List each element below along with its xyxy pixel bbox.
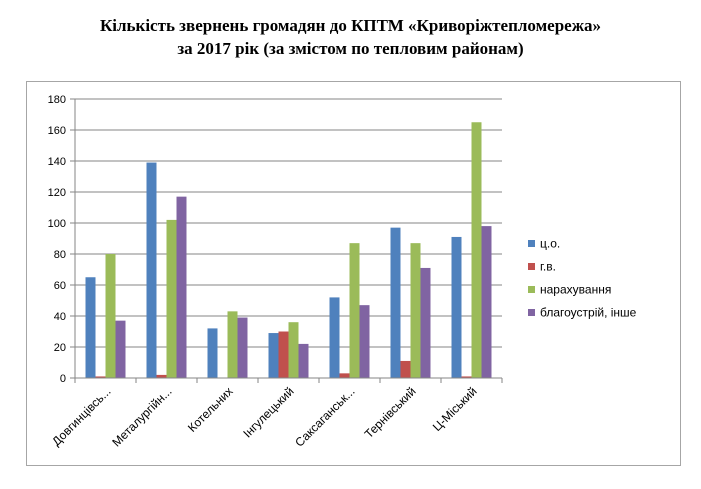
legend-swatch-2 [528, 286, 535, 293]
bar-5-3 [420, 267, 431, 378]
bar-1-0 [146, 162, 157, 378]
bars [85, 122, 492, 378]
bar-4-0 [329, 297, 340, 378]
bar-0-3 [115, 320, 126, 378]
bar-6-3 [481, 226, 492, 378]
x-tick-label-3: Інгулецький [240, 384, 296, 440]
bar-2-2 [227, 311, 238, 378]
y-tick-label-5: 100 [48, 218, 66, 230]
x-tick-label-0: Довгинцівсь... [49, 384, 113, 448]
y-tick-label-2: 40 [54, 311, 66, 323]
chart-title-line-1: Кількість звернень громадян до КПТМ «Кри… [99, 16, 602, 35]
bar-1-2 [166, 219, 177, 378]
bar-0-1 [95, 376, 106, 378]
y-tick-label-3: 60 [54, 280, 66, 292]
bar-4-1 [339, 373, 350, 378]
legend-swatch-3 [528, 309, 535, 316]
legend-label-0: ц.о. [540, 237, 560, 251]
y-tick-label-8: 160 [48, 125, 66, 137]
bar-6-1 [461, 376, 472, 378]
bar-0-0 [85, 277, 96, 378]
x-tick-label-1: Металургійн... [109, 384, 174, 449]
legend: ц.о. г.в. нарахування благоустрій, інше [528, 237, 637, 320]
x-tick-label-6: Ц-Міський [430, 384, 480, 434]
y-tick-label-1: 20 [54, 342, 66, 354]
bar-6-0 [451, 236, 462, 378]
bar-1-3 [176, 196, 187, 378]
x-tick-label-4: Саксаганськ... [292, 384, 357, 449]
y-tick-label-4: 80 [54, 249, 66, 261]
y-tick-label-0: 0 [60, 373, 66, 385]
y-tick-label-9: 180 [48, 94, 66, 106]
bar-0-2 [105, 254, 116, 378]
chart-title: Кількість звернень громадян до КПТМ «Кри… [0, 14, 701, 60]
y-tick-label-6: 120 [48, 187, 66, 199]
legend-label-1: г.в. [540, 260, 556, 274]
chart-title-line-2: за 2017 рік (за змістом по тепловим райо… [177, 39, 524, 58]
bar-4-3 [359, 305, 370, 378]
legend-swatch-0 [528, 240, 535, 247]
legend-label-2: нарахування [540, 283, 611, 297]
bar-1-1 [156, 374, 167, 378]
y-tick-label-7: 140 [48, 156, 66, 168]
bar-3-3 [298, 343, 309, 378]
legend-swatch-1 [528, 263, 535, 270]
x-tick-label-2: Котельних [185, 384, 236, 435]
bar-6-2 [471, 122, 482, 378]
x-tick-label-5: Тернівський [362, 384, 419, 441]
bar-5-1 [400, 360, 411, 378]
bar-5-0 [390, 227, 401, 378]
bar-3-2 [288, 322, 299, 378]
bar-5-2 [410, 243, 421, 378]
bar-2-3 [237, 317, 248, 378]
bar-3-1 [278, 331, 289, 378]
bar-3-0 [268, 333, 279, 378]
bar-2-0 [207, 328, 218, 378]
bar-4-2 [349, 243, 360, 378]
axes: 0 20 40 60 80 100 120 140 160 180 Довгинцівсь...Ме… [48, 94, 503, 450]
legend-label-3: благоустрій, інше [540, 306, 637, 320]
gridlines [75, 98, 502, 379]
